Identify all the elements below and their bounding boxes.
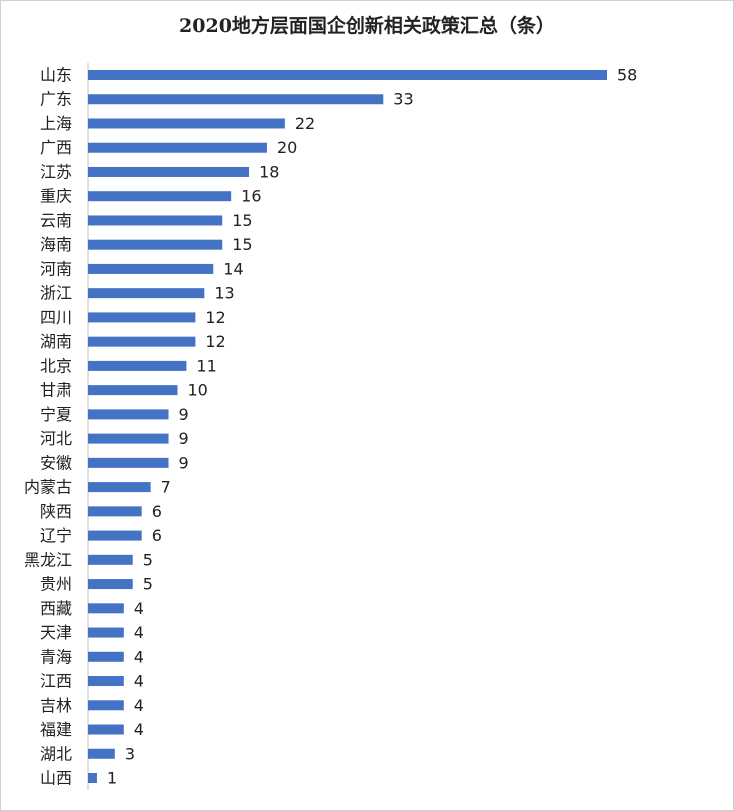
y-tick-label: 宁夏: [40, 405, 72, 424]
data-label: 15: [232, 235, 252, 254]
y-tick-label: 贵州: [40, 575, 72, 594]
bar: [88, 118, 285, 129]
bar: [88, 312, 196, 323]
y-tick-label: 吉林: [40, 696, 72, 715]
bar: [88, 336, 196, 347]
bar: [88, 579, 133, 590]
bar: [88, 554, 133, 565]
y-tick-label: 天津: [40, 623, 72, 642]
y-tick-label: 陕西: [40, 502, 72, 521]
data-label: 6: [152, 526, 162, 545]
y-tick-label: 西藏: [40, 599, 72, 618]
y-tick-label: 湖北: [40, 744, 72, 763]
data-label: 12: [205, 332, 225, 351]
data-label: 3: [125, 744, 135, 763]
y-tick-label: 广东: [40, 90, 72, 109]
data-label: 12: [205, 308, 225, 327]
y-tick-label: 河南: [40, 259, 72, 278]
bar: [88, 530, 142, 541]
bar: [88, 603, 124, 614]
y-tick-label: 湖南: [40, 332, 72, 351]
y-tick-label: 山西: [40, 769, 72, 788]
bar: [88, 748, 115, 759]
y-tick-label: 安徽: [40, 453, 72, 472]
bar: [88, 482, 151, 493]
bar: [88, 700, 124, 711]
bar: [88, 288, 205, 299]
data-label: 15: [232, 211, 252, 230]
data-label: 20: [277, 138, 297, 157]
y-tick-label: 上海: [40, 114, 72, 133]
data-label: 33: [393, 90, 413, 109]
data-label: 6: [152, 502, 162, 521]
data-label: 4: [134, 672, 144, 691]
bar: [88, 773, 97, 783]
y-tick-label: 内蒙古: [24, 478, 72, 497]
bar: [88, 651, 124, 662]
y-tick-label: 北京: [40, 356, 72, 375]
bar: [88, 676, 124, 687]
data-label: 16: [241, 187, 261, 206]
data-label: 4: [134, 647, 144, 666]
data-label: 22: [295, 114, 315, 133]
data-label: 13: [214, 284, 234, 303]
y-tick-label: 辽宁: [40, 526, 72, 545]
data-label: 1: [107, 769, 117, 788]
data-label: 5: [143, 550, 153, 569]
y-tick-label: 山东: [40, 66, 72, 85]
y-tick-label: 云南: [40, 211, 72, 230]
bar: [88, 215, 223, 226]
data-label: 9: [179, 453, 189, 472]
bar: [88, 142, 267, 153]
bar: [88, 409, 169, 420]
y-tick-label: 福建: [40, 720, 72, 739]
y-tick-label: 浙江: [40, 284, 72, 303]
y-tick-label: 海南: [40, 235, 72, 254]
data-label: 4: [134, 599, 144, 618]
bar: [88, 166, 250, 177]
bar: [88, 627, 124, 638]
data-label: 9: [179, 405, 189, 424]
data-label: 14: [223, 259, 243, 278]
bar: [88, 191, 232, 202]
y-tick-label: 四川: [40, 308, 72, 327]
data-label: 5: [143, 575, 153, 594]
bar: [88, 94, 384, 105]
data-label: 7: [161, 478, 171, 497]
data-label: 4: [134, 696, 144, 715]
bar: [88, 433, 169, 444]
y-tick-label: 重庆: [40, 187, 72, 206]
data-label: 58: [617, 66, 637, 85]
bar: [88, 385, 178, 396]
bar: [88, 239, 223, 250]
bar: [88, 70, 607, 80]
bar: [88, 506, 142, 517]
data-label: 4: [134, 623, 144, 642]
data-label: 11: [196, 356, 216, 375]
chart-title: 2020地方层面国企创新相关政策汇总（条）: [179, 14, 555, 37]
y-tick-label: 河北: [40, 429, 72, 448]
bar: [88, 360, 187, 371]
y-tick-label: 江西: [40, 672, 72, 691]
data-label: 10: [187, 381, 207, 400]
data-label: 18: [259, 162, 279, 181]
data-label: 9: [179, 429, 189, 448]
data-label: 4: [134, 720, 144, 739]
bar: [88, 457, 169, 468]
y-tick-label: 江苏: [40, 162, 72, 181]
y-tick-label: 广西: [40, 138, 72, 157]
y-tick-label: 黑龙江: [24, 550, 72, 569]
bar: [88, 724, 124, 735]
y-tick-label: 甘肃: [40, 381, 72, 400]
bar: [88, 263, 214, 274]
y-tick-label: 青海: [40, 647, 72, 666]
